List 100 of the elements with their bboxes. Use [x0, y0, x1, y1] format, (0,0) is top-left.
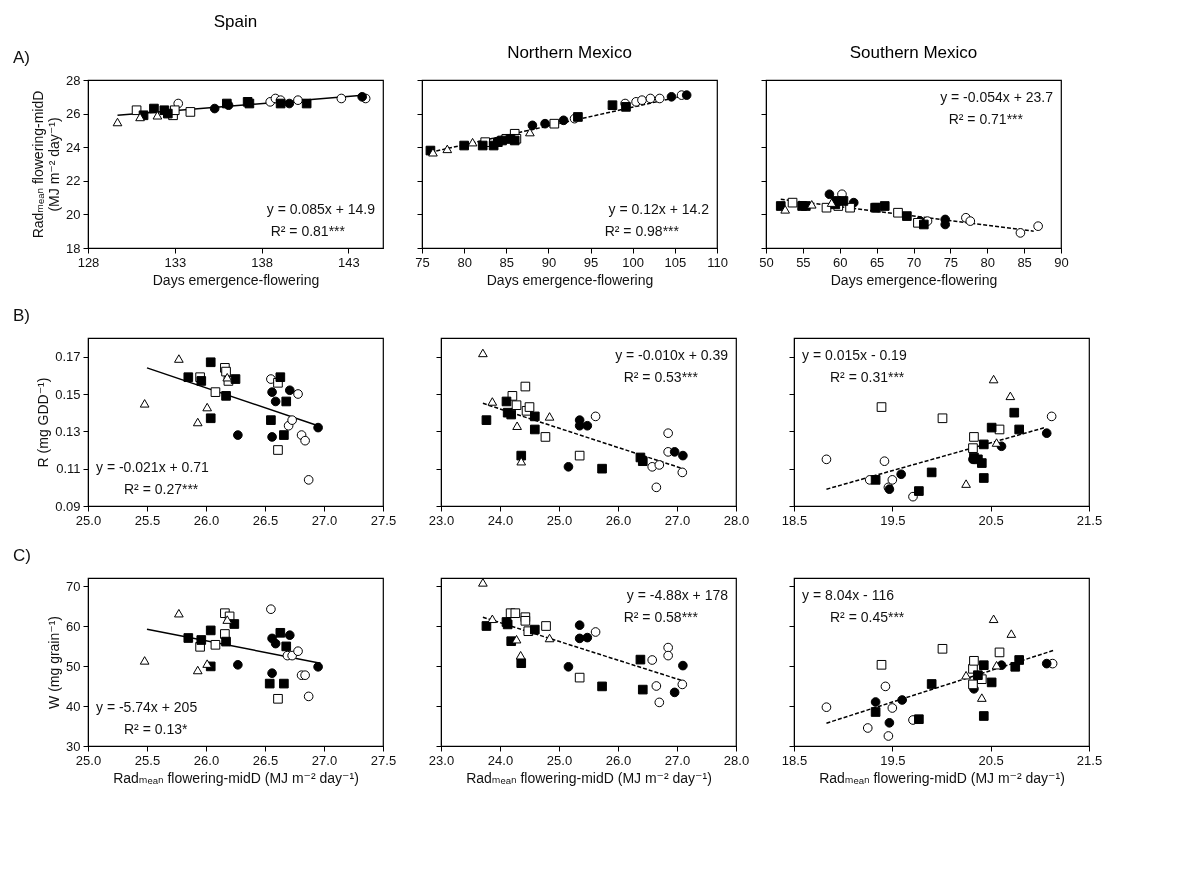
x-tick-label: 85: [499, 254, 515, 270]
annotation: R² = 0.58***: [623, 609, 699, 625]
annotation: R² = 0.53***: [623, 369, 699, 385]
x-tick-label: 19.5: [880, 512, 906, 528]
y-tick-label: 18: [66, 240, 81, 256]
chart-title: Southern Mexico: [849, 42, 978, 62]
x-tick-label: 105: [664, 254, 687, 270]
x-tick-label: 26.0: [605, 512, 632, 528]
x-tick-label: 18.5: [781, 752, 808, 768]
annotation: R² = 0.31***: [830, 369, 905, 385]
x-tick-label: 27.5: [370, 512, 397, 528]
y-tick-label: 0.13: [55, 423, 81, 439]
x-tick-label: 21.5: [1076, 752, 1103, 768]
x-tick-label: 28.0: [723, 752, 750, 768]
annotation: R² = 0.13*: [124, 721, 188, 737]
x-tick-label: 18.5: [781, 512, 808, 528]
x-tick-label: 21.5: [1076, 512, 1103, 528]
x-tick-label: 128: [77, 254, 100, 270]
x-tick-label: 27.0: [664, 752, 691, 768]
y-tick-label: 30: [66, 738, 81, 754]
x-tick-label: 25.0: [546, 752, 573, 768]
x-tick-label: 27.0: [664, 512, 691, 528]
x-axis-title: Days emergence-flowering: [152, 271, 320, 288]
x-tick-label: 24.0: [487, 752, 514, 768]
annotation: y = -0.054x + 23.7: [940, 89, 1054, 105]
y-axis-title: W (mg grain⁻¹): [46, 616, 63, 709]
x-tick-label: 75: [943, 254, 959, 270]
x-tick-label: 25.0: [546, 512, 573, 528]
y-tick-label: 20: [66, 206, 81, 222]
annotation: y = 0.12x + 14.2: [608, 201, 710, 217]
x-tick-label: 133: [164, 254, 187, 270]
x-axis-title: Radₘₑₐₙ flowering-midD (MJ m⁻² day⁻¹): [113, 769, 359, 786]
x-tick-label: 27.5: [370, 752, 397, 768]
annotation: R² = 0.45***: [830, 609, 905, 625]
chart-title: Northern Mexico: [507, 42, 632, 62]
x-tick-label: 26.0: [193, 752, 220, 768]
x-tick-label: 25.0: [75, 752, 102, 768]
y-tick-label: 70: [66, 578, 81, 594]
x-tick-label: 60: [833, 254, 848, 270]
x-tick-label: 90: [1054, 254, 1069, 270]
annotation: y = 8.04x - 116: [802, 587, 895, 603]
annotation: y = 0.085x + 14.9: [266, 201, 376, 217]
annotation: y = -0.010x + 0.39: [615, 347, 729, 363]
x-tick-label: 143: [337, 254, 360, 270]
x-tick-label: 26.5: [252, 512, 279, 528]
x-tick-label: 95: [583, 254, 599, 270]
x-tick-label: 65: [869, 254, 885, 270]
x-tick-label: 138: [251, 254, 273, 270]
x-tick-label: 50: [759, 254, 774, 270]
x-tick-label: 19.5: [880, 752, 906, 768]
x-tick-label: 20.5: [978, 752, 1004, 768]
x-tick-label: 110: [707, 254, 728, 270]
y-tick-label: 50: [66, 658, 81, 674]
x-tick-label: 25.5: [134, 752, 161, 768]
x-tick-label: 28.0: [723, 512, 750, 528]
x-axis-title: Days emergence-flowering: [486, 271, 654, 288]
annotation: R² = 0.81***: [270, 223, 346, 239]
x-tick-label: 85: [1017, 254, 1032, 270]
annotation: y = 0.015x - 0.19: [802, 347, 907, 363]
y-tick-label: 0.17: [55, 349, 81, 365]
y-tick-label: 60: [66, 618, 81, 634]
annotation: y = -0.021x + 0.71: [96, 459, 210, 475]
x-tick-label: 27.0: [311, 512, 338, 528]
chart-title: Spain: [213, 12, 258, 31]
text: A): [13, 48, 30, 67]
y-tick-label: 24: [66, 139, 81, 155]
x-tick-label: 26.0: [605, 752, 632, 768]
annotation: R² = 0.27***: [124, 481, 199, 497]
y-tick-label: 40: [66, 698, 81, 714]
x-axis-title: Radₘₑₐₙ flowering-midD (MJ m⁻² day⁻¹): [466, 769, 712, 786]
y-axis-title: Radₘₑₐₙ flowering-midD (MJ m⁻² day⁻¹): [30, 90, 63, 239]
y-axis-title: R (mg GDD⁻¹): [35, 377, 52, 468]
y-tick-label: 28: [66, 72, 81, 88]
x-tick-label: 26.5: [252, 752, 279, 768]
x-tick-label: 25.0: [75, 512, 102, 528]
x-axis-title: Days emergence-flowering: [830, 271, 998, 288]
y-tick-label: 0.09: [55, 498, 81, 514]
y-tick-label: 26: [66, 106, 81, 122]
y-tick-label: 0.11: [56, 461, 81, 477]
x-tick-label: 27.0: [311, 752, 338, 768]
x-tick-label: 75: [415, 254, 430, 270]
x-axis-title: Radₘₑₐₙ flowering-midD (MJ m⁻² day⁻¹): [819, 769, 1065, 786]
annotation: R² = 0.71***: [948, 111, 1024, 127]
text: B): [13, 306, 30, 325]
x-tick-label: 55: [796, 254, 811, 270]
text: C): [13, 546, 31, 565]
x-tick-label: 90: [541, 254, 557, 270]
x-tick-label: 24.0: [487, 512, 514, 528]
x-tick-label: 25.5: [134, 512, 161, 528]
x-tick-label: 20.5: [978, 512, 1004, 528]
x-tick-label: 80: [457, 254, 472, 270]
x-tick-label: 23.0: [428, 752, 455, 768]
x-tick-label: 80: [980, 254, 995, 270]
x-tick-label: 26.0: [193, 512, 220, 528]
y-tick-label: 0.15: [55, 386, 81, 402]
annotation: R² = 0.98***: [604, 223, 680, 239]
x-tick-label: 23.0: [428, 512, 455, 528]
annotation: y = -4.88x + 178: [626, 587, 729, 603]
x-tick-label: 70: [906, 254, 922, 270]
annotation: y = -5.74x + 205: [96, 699, 198, 715]
